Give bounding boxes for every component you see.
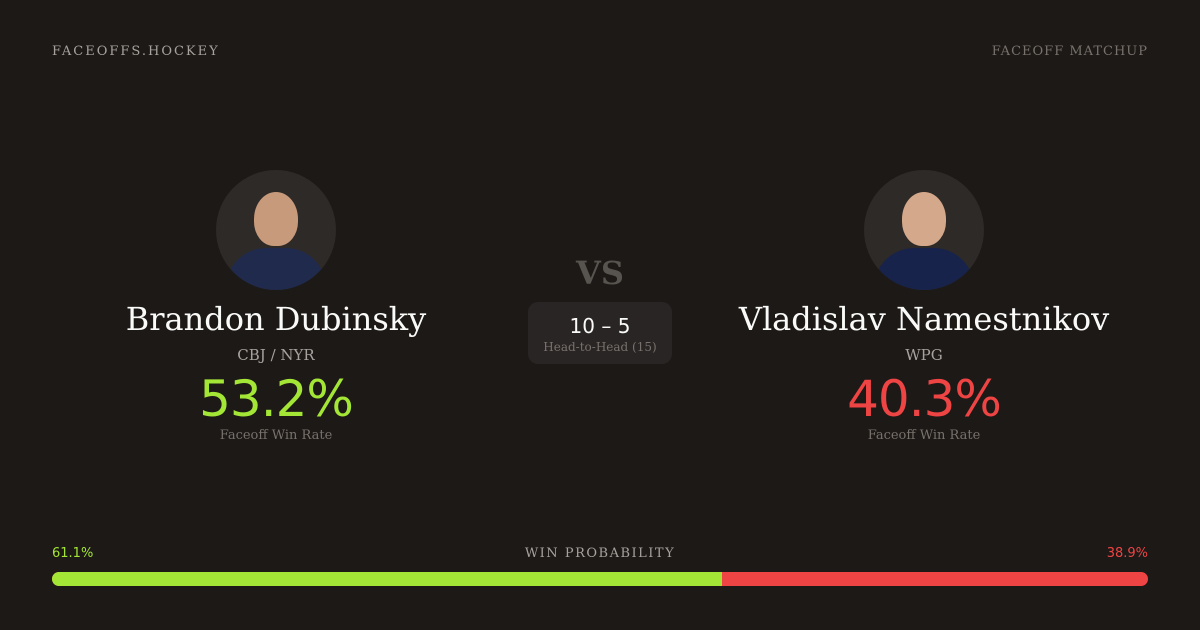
player-right-team: WPG bbox=[905, 346, 943, 364]
win-probability-fill-left bbox=[52, 572, 722, 586]
right-probability: 38.9% bbox=[1106, 546, 1148, 561]
vs-label: VS bbox=[576, 254, 624, 292]
player-left-avatar bbox=[216, 170, 336, 290]
player-right-avatar bbox=[864, 170, 984, 290]
head-to-head-label: Head-to-Head (15) bbox=[543, 340, 657, 354]
brand-logo: FACEOFFS.HOCKEY bbox=[52, 44, 220, 59]
win-probability-labels: 61.1% 38.9% WIN PROBABILITY bbox=[52, 546, 1148, 561]
player-right-win-rate-label: Faceoff Win Rate bbox=[867, 428, 981, 443]
player-right-name: Vladislav Namestnikov bbox=[738, 300, 1110, 338]
head-to-head-card: 10 – 5 Head-to-Head (15) bbox=[528, 302, 672, 364]
head-to-head-score: 10 – 5 bbox=[569, 314, 631, 338]
player-right-win-rate: 40.3% bbox=[847, 370, 1002, 428]
page-tag: FACEOFF MATCHUP bbox=[991, 44, 1148, 59]
player-left: Brandon Dubinsky CBJ / NYR 53.2% Faceoff… bbox=[66, 170, 486, 443]
player-right: Vladislav Namestnikov WPG 40.3% Faceoff … bbox=[714, 170, 1134, 443]
player-left-team: CBJ / NYR bbox=[237, 346, 315, 364]
win-probability-bar bbox=[52, 572, 1148, 586]
win-probability-title: WIN PROBABILITY bbox=[524, 546, 676, 561]
left-probability: 61.1% bbox=[52, 546, 94, 561]
player-left-name: Brandon Dubinsky bbox=[125, 300, 427, 338]
player-left-win-rate: 53.2% bbox=[199, 370, 354, 428]
player-left-win-rate-label: Faceoff Win Rate bbox=[219, 428, 333, 443]
